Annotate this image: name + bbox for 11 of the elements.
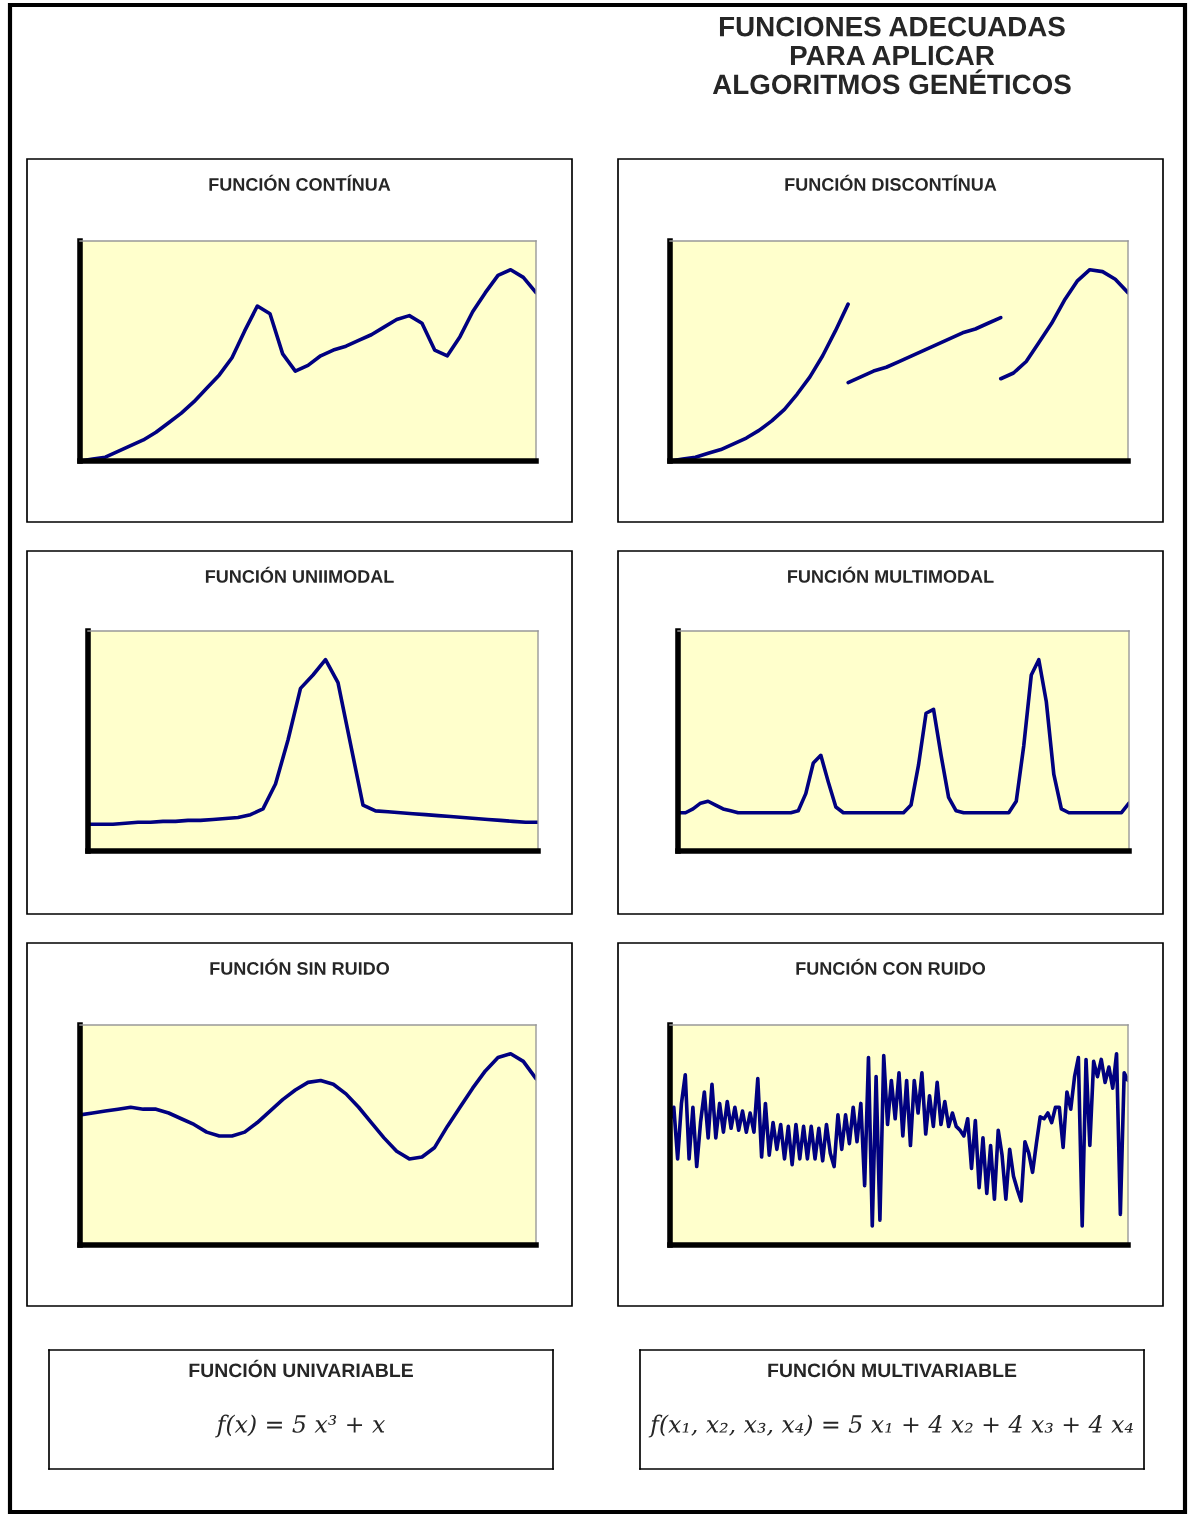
chart-title: FUNCIÓN CONTÍNUA — [209, 174, 391, 191]
text: FUNCIÓN UNIVARIABLE — [189, 1359, 413, 1378]
chart-title: FUNCIÓN SIN RUIDO — [210, 958, 390, 975]
text: f(x) = 5 x³ + x — [215, 1414, 385, 1438]
text: f(x₁, x₂, x₃, x₄) = 5 x₁ + 4 x₂ + 4 x₃ + 4 x₄ — [648, 1414, 1133, 1438]
text: FUNCIÓN MULTIVARIABLE — [768, 1359, 1017, 1378]
chart-title: FUNCIÓN UNIIMODAL — [205, 566, 394, 583]
chart-title: FUNCIÓN CON RUIDO — [796, 958, 986, 975]
chart-title: FUNCIÓN MULTIMODAL — [788, 566, 994, 583]
chart-title: FUNCIÓN DISCONTÍNUA — [785, 174, 997, 191]
text: FUNCIONES ADECUADAS PARA APLICAR ALGORITMOS GENÉTICOS — [712, 16, 1071, 95]
